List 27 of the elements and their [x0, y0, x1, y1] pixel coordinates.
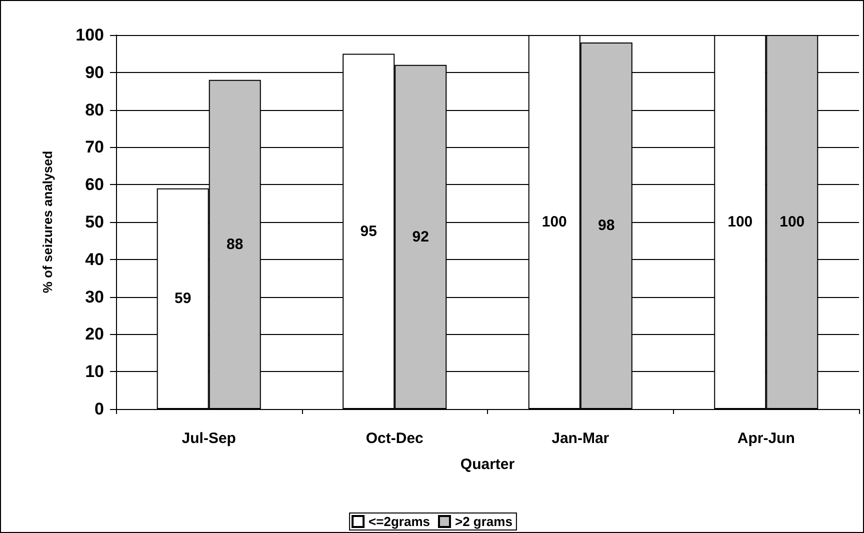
- y-tick-label: 30: [85, 287, 104, 306]
- data-label: 88: [226, 236, 244, 253]
- y-tick-label: 90: [85, 62, 104, 82]
- x-tick-label: Jan-Mar: [552, 430, 610, 447]
- data-label: 100: [542, 214, 567, 230]
- x-axis-title: Quarter: [460, 456, 515, 473]
- x-tick-label: Oct-Dec: [366, 430, 424, 447]
- data-label: 100: [728, 214, 753, 230]
- y-tick-label: 10: [85, 362, 104, 382]
- data-label: 95: [360, 222, 377, 240]
- y-tick-label: 50: [85, 212, 104, 232]
- y-tick-label: 100: [76, 26, 104, 44]
- y-axis-title: % of seizures analysed: [40, 150, 55, 294]
- data-label: 59: [174, 290, 192, 308]
- y-tick-label: 70: [85, 138, 104, 157]
- x-tick-label: Jul-Sep: [182, 430, 236, 447]
- y-tick-label: 20: [85, 324, 104, 344]
- data-label: 92: [412, 228, 429, 246]
- y-tick-label: 60: [85, 175, 104, 194]
- data-label: 100: [780, 214, 805, 230]
- y-tick-label: 80: [85, 100, 104, 120]
- y-tick-label: 40: [85, 250, 104, 269]
- legend-label: <=2grams: [368, 514, 430, 529]
- x-tick-label: Apr-Jun: [737, 430, 795, 447]
- data-label: 98: [598, 217, 615, 234]
- legend-label: >2 grams: [454, 514, 512, 529]
- y-tick-label: 0: [94, 400, 104, 418]
